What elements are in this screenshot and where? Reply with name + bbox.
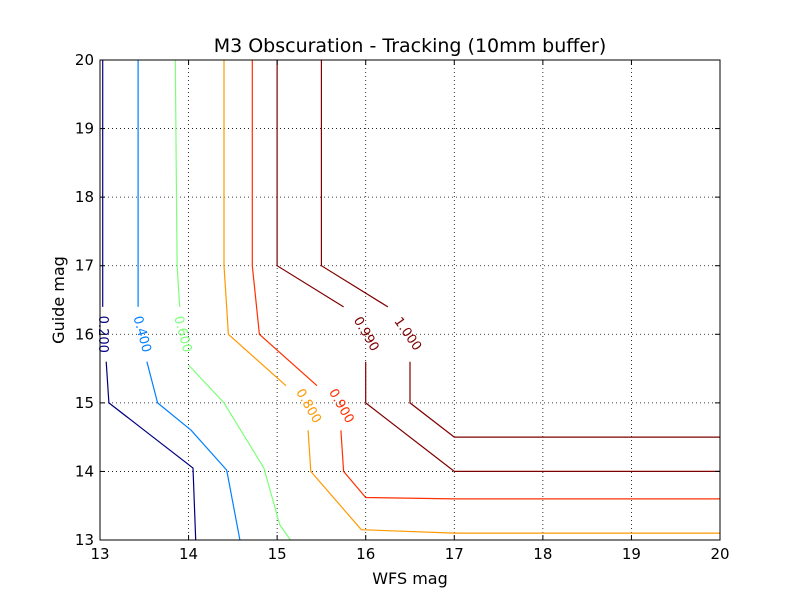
y-tick-label: 17: [75, 257, 94, 275]
x-tick-label: 15: [268, 545, 287, 563]
contour-line-0.900: [251, 60, 318, 387]
x-tick-label: 20: [710, 545, 729, 563]
x-tick-label: 19: [622, 545, 641, 563]
plot-frame: [99, 59, 721, 541]
y-tick-label: 15: [75, 394, 94, 412]
x-tick-label: 16: [356, 545, 375, 563]
y-tick-label: 19: [75, 120, 94, 138]
y-ticks: 13 14 15 16 17 18 19 20: [75, 51, 720, 549]
contour-line-0.990: [365, 361, 720, 472]
x-tick-label: 17: [445, 545, 464, 563]
contour-line-0.800: [307, 430, 720, 534]
y-axis-label: Guide mag: [49, 256, 68, 344]
y-tick-label: 20: [75, 51, 94, 69]
contour-line-1.000: [320, 60, 389, 308]
x-ticks: 13 14 15 16 17 18 19 20: [90, 60, 730, 563]
contour-line-0.400: [146, 361, 241, 541]
x-tick-label: 13: [90, 545, 109, 563]
plot-area: [100, 60, 720, 540]
contour-line-0.600: [174, 59, 181, 307]
contour-line-1.000: [409, 361, 720, 438]
contour-line-0.990: [276, 60, 344, 308]
contour-line-0.600: [188, 364, 291, 541]
contour-lines: [102, 59, 720, 541]
y-tick-label: 16: [75, 325, 94, 343]
y-tick-label: 18: [75, 188, 94, 206]
contour-line-0.800: [223, 60, 287, 387]
y-tick-label: 14: [75, 462, 94, 480]
y-tick-label: 13: [75, 531, 94, 549]
x-tick-label: 18: [533, 545, 552, 563]
contour-line-0.200: [105, 361, 197, 541]
x-tick-label: 14: [179, 545, 198, 563]
contour-line-0.900: [340, 430, 720, 500]
chart-title: M3 Obscuration - Tracking (10mm buffer): [214, 35, 607, 57]
x-axis-label: WFS mag: [372, 569, 448, 588]
